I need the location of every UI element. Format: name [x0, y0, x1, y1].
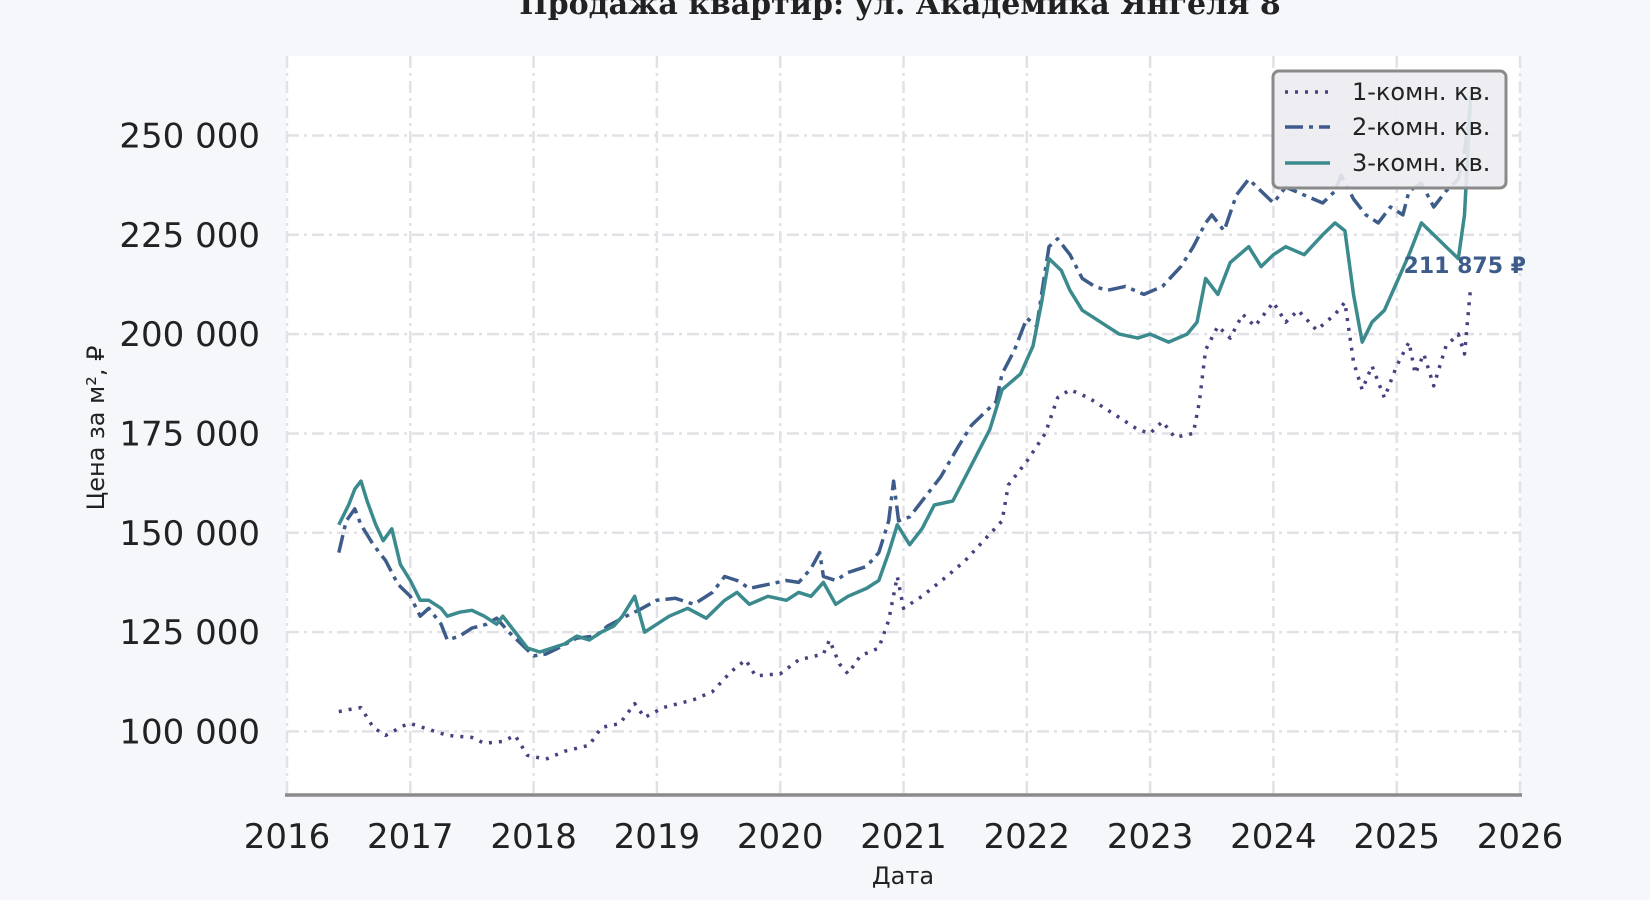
- y-tick-labels: 100 000 125 000 150 000 175 000 200 000 225 0…: [119, 116, 260, 752]
- legend-label-3-room: 3-комн. кв.: [1352, 149, 1490, 177]
- y-tick-label-2: 150 000: [119, 514, 260, 554]
- x-tick-label-2022: 2022: [984, 817, 1071, 857]
- chart-title: Продажа квартир: ул. Академика Янгеля 8: [519, 0, 1280, 22]
- x-tick-label-2016: 2016: [244, 817, 331, 857]
- legend: 1-комн. кв. 2-комн. кв. 3-комн. кв.: [1271, 69, 1508, 190]
- y-tick-label-4: 200 000: [119, 315, 260, 355]
- x-tick-label-2020: 2020: [737, 817, 824, 857]
- legend-box: [1271, 69, 1508, 190]
- y-tick-label-6: 250 000: [119, 116, 260, 156]
- y-tick-label-1: 125 000: [119, 613, 260, 653]
- x-tick-labels: 2016 2017 2018 2019 2020 2021 2022 2023 2024 2025…: [244, 817, 1564, 857]
- x-tick-label-2018: 2018: [490, 817, 577, 857]
- y-tick-label-0: 100 000: [119, 712, 260, 752]
- end-labels: 211 875 ₽: [1404, 254, 1526, 279]
- legend-label-1-room: 1-комн. кв.: [1352, 78, 1490, 106]
- x-tick-label-2021: 2021: [860, 817, 947, 857]
- x-axis-label: Дата: [872, 862, 934, 890]
- legend-label-2-room: 2-комн. кв.: [1352, 113, 1490, 141]
- y-tick-label-3: 175 000: [119, 414, 260, 454]
- y-axis-label: Цена за м², ₽: [82, 346, 110, 511]
- series-line-3-room: [337, 95, 1473, 654]
- end-label-2-room: 211 875 ₽: [1404, 254, 1526, 279]
- x-tick-label-2017: 2017: [367, 817, 454, 857]
- x-tick-label-2019: 2019: [614, 817, 701, 857]
- x-tick-label-2026: 2026: [1477, 817, 1564, 857]
- x-tick-label-2024: 2024: [1230, 817, 1317, 857]
- series-line-2-room: [337, 103, 1473, 658]
- x-tick-label-2023: 2023: [1107, 817, 1194, 857]
- x-tick-label-2025: 2025: [1353, 817, 1440, 857]
- series-lines: [337, 95, 1473, 761]
- series-line-1-room: [338, 286, 1473, 761]
- y-tick-label-5: 225 000: [119, 216, 260, 256]
